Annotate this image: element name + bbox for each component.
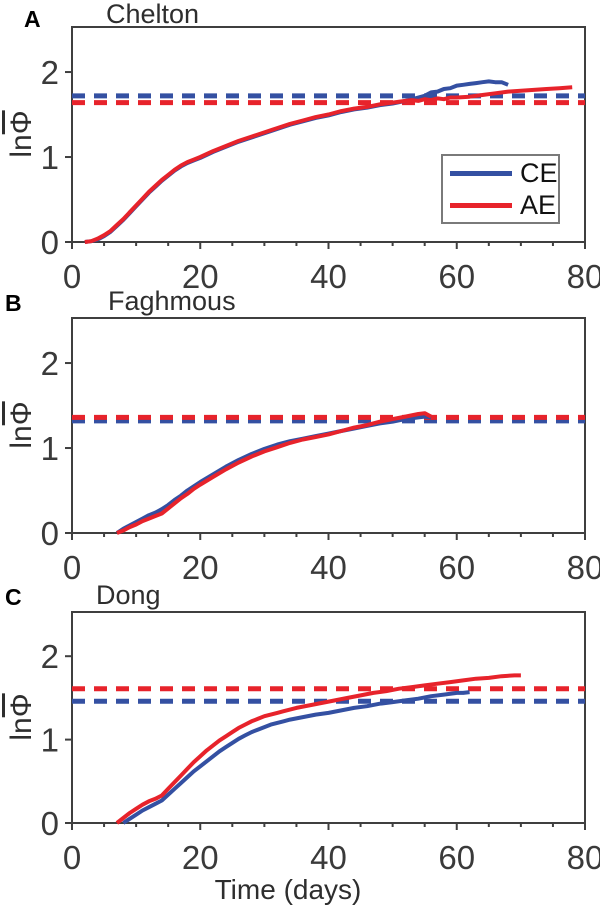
ae-line-sample bbox=[450, 202, 512, 208]
x-tick-label: 60 bbox=[438, 839, 475, 876]
ylabel-prefix: ln bbox=[5, 425, 38, 449]
y-axis-label-b: lnΦ bbox=[5, 401, 38, 449]
y-tick-label: 2 bbox=[41, 638, 59, 675]
legend-label-ae: AE bbox=[520, 189, 557, 220]
y-tick-label: 2 bbox=[41, 54, 59, 91]
y-tick-label: 0 bbox=[41, 224, 59, 261]
x-tick-label: 60 bbox=[438, 549, 475, 586]
panel-dong: 0 20 40 60 80 0 1 2 bbox=[41, 611, 600, 876]
y-tick-label: 1 bbox=[41, 722, 59, 759]
legend-item-ce: CE bbox=[450, 157, 558, 188]
legend-item-ae: AE bbox=[450, 189, 558, 220]
panel-title-faghmous: Faghmous bbox=[108, 286, 236, 316]
panel-chelton: 0 20 40 60 80 0 1 2 bbox=[41, 26, 600, 295]
ylabel-phi-bar: Φ bbox=[5, 110, 38, 135]
legend: CE AE bbox=[441, 154, 560, 224]
y-tick-label: 0 bbox=[41, 515, 59, 552]
ce-curve-dong bbox=[122, 690, 470, 825]
y-tick-label: 2 bbox=[41, 345, 59, 382]
x-tick-label: 80 bbox=[567, 839, 600, 876]
x-tick-label: 80 bbox=[567, 258, 600, 295]
y-axis-label-c: lnΦ bbox=[5, 693, 38, 741]
panel-title-dong: Dong bbox=[96, 580, 161, 610]
x-tick-label: 40 bbox=[310, 549, 347, 586]
panel-letter-c: C bbox=[5, 584, 22, 610]
panel-letter-a: A bbox=[24, 6, 41, 32]
panel-title-chelton: Chelton bbox=[106, 0, 200, 29]
ylabel-phi-bar: Φ bbox=[5, 401, 38, 426]
plot-box bbox=[71, 317, 586, 534]
x-tick-label: 20 bbox=[182, 549, 219, 586]
x-tick-label: 0 bbox=[63, 839, 81, 876]
ylabel-prefix: ln bbox=[5, 134, 38, 158]
x-tick-label: 80 bbox=[567, 549, 600, 586]
ae-curve-dong bbox=[115, 673, 521, 825]
y-tick-label: 1 bbox=[41, 139, 59, 176]
ae-curve-faghmous bbox=[116, 411, 433, 535]
x-axis-label: Time (days) bbox=[214, 874, 362, 905]
x-tick-label: 40 bbox=[310, 258, 347, 295]
plot-box bbox=[71, 611, 586, 824]
y-tick-label: 0 bbox=[41, 805, 59, 842]
y-axis-label-a: lnΦ bbox=[5, 110, 38, 158]
x-tick-label: 0 bbox=[63, 549, 81, 586]
x-tick-label: 0 bbox=[63, 258, 81, 295]
panel-letter-b: B bbox=[5, 290, 22, 316]
x-tick-label: 20 bbox=[182, 258, 219, 295]
x-tick-label: 40 bbox=[310, 839, 347, 876]
ae-curve-chelton bbox=[84, 85, 573, 244]
ce-line-sample bbox=[450, 170, 512, 176]
panel-faghmous: 0 20 40 60 80 0 1 2 bbox=[41, 317, 600, 586]
x-tick-label: 20 bbox=[182, 839, 219, 876]
x-tick-label: 60 bbox=[438, 258, 475, 295]
y-tick-label: 1 bbox=[41, 430, 59, 467]
legend-label-ce: CE bbox=[520, 157, 558, 188]
ylabel-phi-bar: Φ bbox=[5, 693, 38, 718]
ce-curve-faghmous bbox=[115, 414, 432, 535]
ylabel-prefix: ln bbox=[5, 717, 38, 741]
